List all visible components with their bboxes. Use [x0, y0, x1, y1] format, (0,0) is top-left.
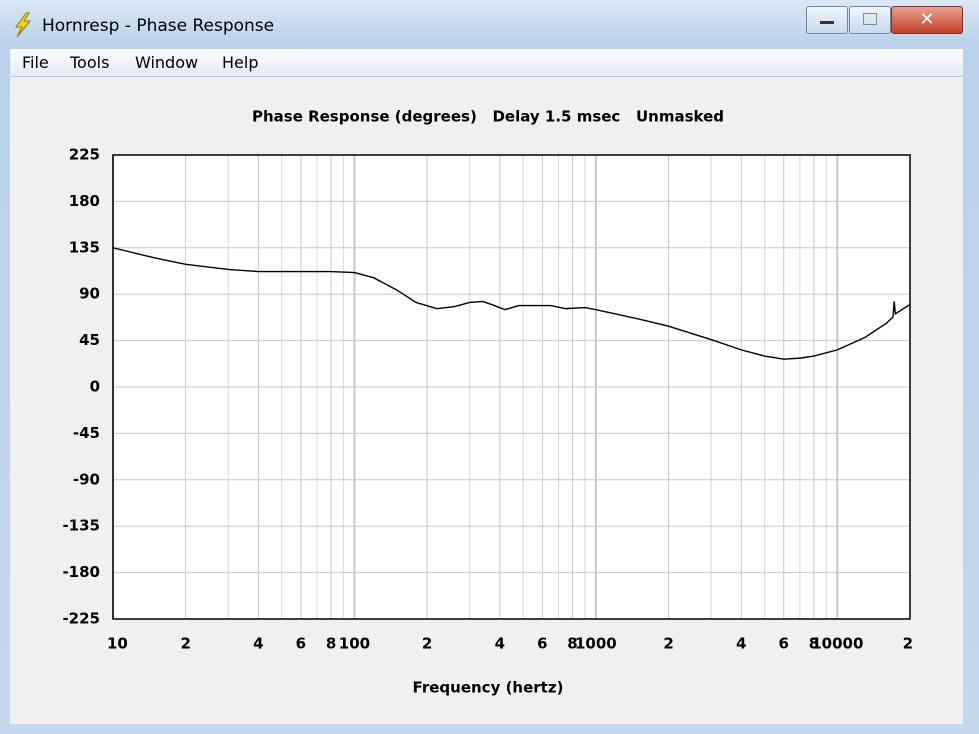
- menu-item[interactable]: Help: [222, 53, 259, 72]
- x-tick-label: 4: [253, 635, 263, 653]
- y-tick-label: -180: [62, 563, 100, 581]
- menu-item[interactable]: File: [22, 53, 49, 72]
- maximize-button[interactable]: [849, 6, 891, 34]
- y-tick-label: 0: [90, 378, 100, 396]
- menu-item[interactable]: Tools: [70, 53, 110, 72]
- x-tick-label: 100: [339, 635, 370, 653]
- close-button[interactable]: ✕: [891, 6, 963, 34]
- y-tick-label: 225: [69, 146, 100, 164]
- x-tick-label: 2: [422, 635, 432, 653]
- x-tick-label: 1000: [575, 635, 617, 653]
- menu-bar: File Tools Window Help: [10, 49, 963, 77]
- y-tick-label: -225: [62, 610, 100, 628]
- x-tick-label: 8: [809, 635, 819, 653]
- x-tick-label: 2: [903, 635, 913, 653]
- x-axis-label: Frequency (hertz): [413, 679, 564, 697]
- y-tick-label: -90: [73, 470, 100, 488]
- minimize-button[interactable]: [806, 6, 848, 34]
- x-tick-label: 2: [663, 635, 673, 653]
- window-title: Hornresp - Phase Response: [42, 16, 275, 36]
- x-tick-label: 10000: [811, 635, 863, 653]
- x-tick-label: 6: [537, 635, 547, 653]
- x-tick-label: 4: [736, 635, 746, 653]
- x-tick-label: 4: [495, 635, 505, 653]
- y-tick-label: -135: [62, 517, 100, 535]
- plot-border: [112, 154, 911, 620]
- y-tick-label: 90: [79, 285, 100, 303]
- series-line: [112, 247, 911, 360]
- x-tick-label: 8: [326, 635, 336, 653]
- y-tick-label: 135: [69, 238, 100, 256]
- x-tick-label: 6: [296, 635, 306, 653]
- menu-item[interactable]: Window: [135, 53, 199, 72]
- x-tick-label: 10: [107, 635, 128, 653]
- x-tick-label: 2: [180, 635, 190, 653]
- y-tick-label: 180: [69, 192, 100, 210]
- chart-title: Phase Response (degrees) Delay 1.5 msec …: [252, 108, 724, 126]
- x-tick-label: 8: [567, 635, 577, 653]
- y-tick-label: 45: [79, 331, 100, 349]
- y-tick-label: -45: [73, 424, 100, 442]
- x-tick-label: 6: [779, 635, 789, 653]
- app-icon: [15, 12, 32, 38]
